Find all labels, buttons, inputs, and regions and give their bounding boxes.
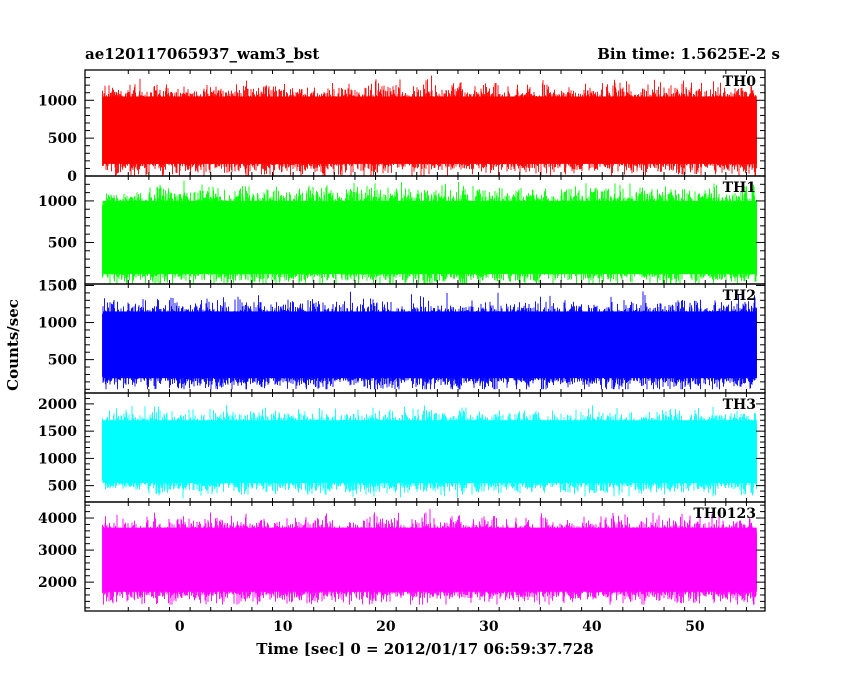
series-label: TH0 bbox=[723, 74, 757, 90]
panel-th2: 500 1000 1500 TH2 bbox=[38, 278, 766, 394]
series-label: TH3 bbox=[723, 397, 756, 413]
x-tick-label: 30 bbox=[479, 619, 499, 635]
series-band-th1 bbox=[102, 200, 757, 275]
x-tick-label: 50 bbox=[685, 619, 705, 635]
panels-group: 05001000TH005001000TH150010001500TH25001… bbox=[38, 69, 766, 635]
y-tick-label: 1000 bbox=[38, 451, 77, 467]
series-band-th2 bbox=[102, 311, 757, 379]
y-axis-label: Counts/sec bbox=[4, 299, 22, 391]
y-tick-label: 0 bbox=[67, 169, 77, 185]
y-tick-label: 1000 bbox=[38, 316, 77, 332]
series-label: TH2 bbox=[723, 288, 756, 304]
x-tick-label: 0 bbox=[175, 619, 185, 635]
y-tick-label: 1500 bbox=[38, 424, 77, 440]
panel-th3: 500 1000 1500 2000 TH3 bbox=[38, 392, 766, 503]
x-tick-label: 20 bbox=[376, 619, 396, 635]
y-tick-label: 0 bbox=[67, 277, 77, 293]
y-tick-label: 1000 bbox=[38, 93, 77, 109]
series-band-th0123 bbox=[102, 527, 757, 592]
y-tick-label: 500 bbox=[48, 479, 77, 495]
series-band-th3 bbox=[102, 420, 757, 483]
y-tick-label: 500 bbox=[48, 235, 77, 251]
panel-th1: 0 500 1000 TH1 bbox=[38, 175, 766, 293]
y-tick-label: 3000 bbox=[38, 543, 77, 559]
y-tick-label: 500 bbox=[48, 131, 77, 147]
chart-title: ae120117065937_wam3_bst bbox=[85, 45, 319, 63]
series-label: TH1 bbox=[723, 180, 756, 196]
x-tick-label: 10 bbox=[273, 619, 293, 635]
series-label: TH0123 bbox=[693, 506, 756, 522]
y-tick-label: 500 bbox=[48, 353, 77, 369]
panel-th0: 0 500 1000 TH0 bbox=[38, 69, 766, 185]
y-tick-label: 1500 bbox=[38, 278, 77, 294]
y-tick-label: 1000 bbox=[38, 194, 77, 210]
bin-time-label: Bin time: 1.5625E-2 s bbox=[597, 45, 780, 63]
series-band-th0 bbox=[102, 96, 757, 164]
x-axis-label: Time [sec] 0 = 2012/01/17 06:59:37.728 bbox=[256, 640, 593, 658]
y-tick-label: 4000 bbox=[38, 511, 77, 527]
y-tick-label: 2000 bbox=[38, 575, 77, 591]
panel-th0123: 2000 3000 4000 TH0123 bbox=[38, 501, 766, 612]
x-tick-label: 40 bbox=[582, 619, 602, 635]
y-tick-label: 2000 bbox=[38, 397, 77, 413]
